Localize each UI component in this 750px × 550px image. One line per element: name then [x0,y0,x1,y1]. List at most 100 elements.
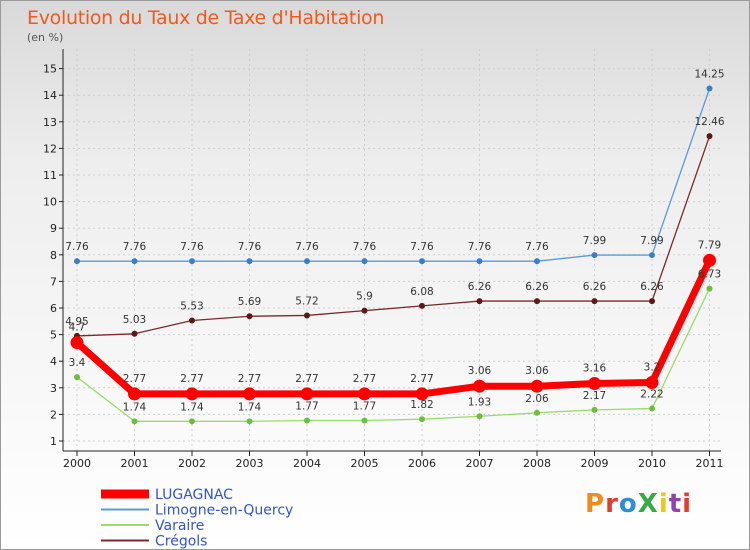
data-point-varaire [189,418,195,425]
y-tick-label: 8 [50,249,57,262]
data-label-limogne-en-quercy: 7.76 [525,241,549,253]
data-point-limogne-en-quercy [189,258,195,265]
legend-label-varaire: Varaire [155,518,204,534]
data-label-varaire: 1.93 [468,396,491,408]
x-tick-label: 2008 [523,457,551,470]
data-point-lugagnac [588,377,601,391]
data-label-lugagnac: 3.2 [644,361,661,373]
y-tick-label: 13 [43,116,57,129]
data-point-limogne-en-quercy [476,258,483,265]
data-label-varaire: 1.77 [353,401,376,413]
logo-letter: P [585,489,606,519]
data-point-limogne-en-quercy [74,258,80,265]
data-point-cregols [706,133,713,140]
data-label-varaire: 3.4 [69,357,86,369]
data-point-lugagnac [185,387,199,401]
series-line-lugagnac [74,258,713,398]
data-label-lugagnac: 2.77 [180,373,203,385]
data-label-limogne-en-quercy: 7.76 [468,241,492,253]
series-line-varaire [76,288,711,422]
data-label-cregols: 12.46 [694,116,724,128]
logo-letter: o [618,489,638,519]
x-tick-label: 2005 [351,457,379,470]
data-label-lugagnac: 2.77 [295,373,318,385]
proxiti-logo: ProXiti [585,489,692,519]
data-label-limogne-en-quercy: 7.76 [353,241,377,253]
x-tick-label: 2004 [293,457,321,470]
y-tick-label: 6 [50,302,57,315]
data-label-limogne-en-quercy: 7.76 [123,241,147,253]
data-label-cregols: 5.03 [123,314,146,326]
logo-letter: t [668,489,683,519]
data-point-varaire [74,374,80,381]
data-point-cregols [419,302,425,309]
legend-label-lugagnac: LUGAGNAC [155,487,233,503]
data-label-varaire: 1.74 [238,401,262,413]
x-tick-label: 2002 [178,457,206,470]
data-label-lugagnac: 3.06 [468,365,492,377]
logo-letter: i [658,489,669,519]
data-point-cregols [246,313,253,320]
data-label-varaire: 1.74 [123,401,147,413]
x-tick-label: 2001 [121,457,149,470]
data-point-limogne-en-quercy [361,258,368,265]
y-tick-label: 14 [43,89,57,102]
data-point-varaire [419,416,425,423]
data-point-lugagnac [645,375,659,389]
data-point-varaire [361,417,368,424]
data-point-cregols [189,317,195,324]
data-label-varaire: 1.74 [180,401,204,413]
data-point-limogne-en-quercy [706,85,713,92]
data-point-varaire [304,417,310,424]
data-label-varaire: 1.77 [295,401,318,413]
data-label-limogne-en-quercy: 7.76 [410,241,434,253]
data-label-lugagnac: 4.7 [69,322,86,334]
data-label-limogne-en-quercy: 7.76 [238,241,262,253]
x-tick-label: 2003 [236,457,264,470]
data-label-cregols: 4.95 [65,316,88,328]
data-point-varaire [591,406,598,413]
data-label-limogne-en-quercy: 7.99 [583,235,606,247]
x-tick-label: 2009 [581,457,609,470]
data-label-limogne-en-quercy: 7.76 [180,241,204,253]
x-tick-label: 2000 [63,457,91,470]
data-point-varaire [246,418,253,425]
y-tick-label: 1 [50,435,57,448]
data-point-lugagnac [473,379,486,393]
data-point-lugagnac [243,387,256,401]
data-label-limogne-en-quercy: 14.25 [694,69,724,81]
data-point-cregols [649,298,655,305]
x-tick-label: 2011 [696,457,724,470]
data-label-limogne-en-quercy: 7.76 [65,241,89,253]
data-point-limogne-en-quercy [131,258,138,265]
data-label-cregols: 5.53 [180,301,203,313]
data-point-cregols [591,298,598,305]
data-point-cregols [476,298,483,305]
data-point-limogne-en-quercy [649,252,655,259]
data-point-lugagnac [70,336,84,350]
data-point-limogne-en-quercy [534,258,540,265]
data-label-limogne-en-quercy: 7.76 [295,241,319,253]
data-label-lugagnac: 3.16 [583,363,607,375]
data-point-varaire [534,409,540,416]
data-label-varaire: 1.82 [410,399,433,411]
chart-title: Evolution du Taux de Taxe d'Habitation [27,7,385,29]
data-point-lugagnac [703,253,716,267]
data-point-lugagnac [128,387,141,401]
data-point-limogne-en-quercy [591,252,598,259]
data-label-varaire: 2.06 [525,393,549,405]
y-tick-label: 5 [50,329,57,342]
data-point-lugagnac [415,387,429,401]
data-point-varaire [649,405,655,412]
data-label-lugagnac: 2.77 [410,373,433,385]
logo-letter: r [605,489,619,519]
data-point-cregols [361,307,368,314]
data-label-cregols: 5.72 [295,295,318,307]
y-tick-label: 9 [50,222,57,235]
data-label-lugagnac: 2.77 [123,373,146,385]
legend-label-limogne-en-quercy: Limogne-en-Quercy [155,503,293,519]
data-label-cregols: 6.26 [583,281,607,293]
data-point-lugagnac [300,387,314,401]
